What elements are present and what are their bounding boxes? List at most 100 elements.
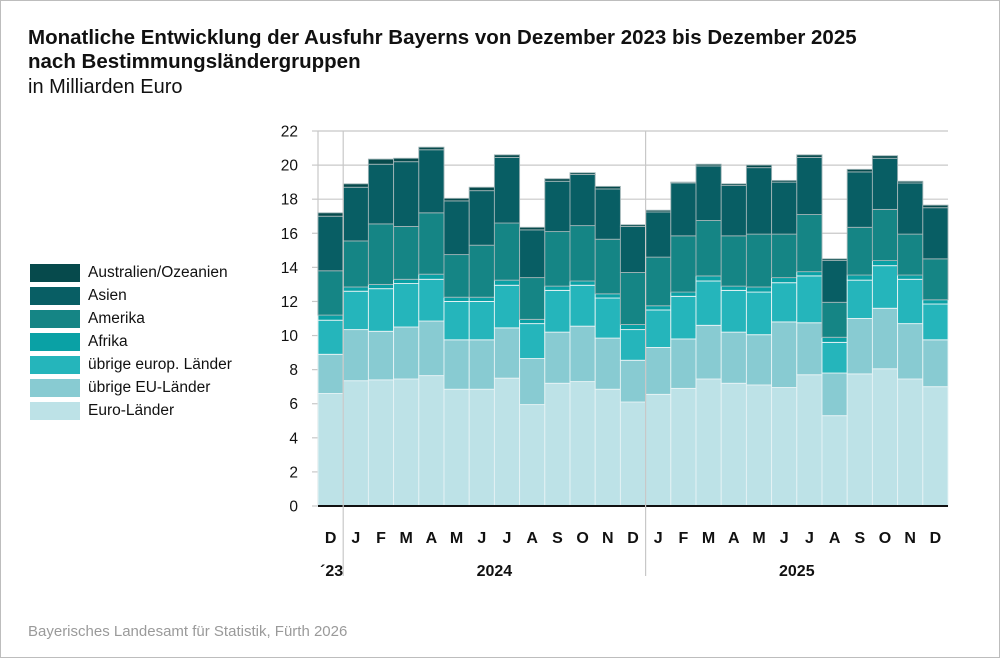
bar-segment-übrige-eu-länder	[594, 337, 621, 390]
legend-item: übrige europ. Länder	[30, 353, 232, 376]
y-tick-label: 14	[281, 260, 299, 277]
bar-segment-amerika	[720, 235, 747, 287]
bar-segment-asien	[922, 207, 949, 260]
bar-segment-übrige-europ-länder	[871, 265, 899, 309]
bar-segment-asien	[443, 200, 470, 256]
y-tick-label: 8	[289, 362, 298, 379]
bar-segment-übrige-eu-länder	[342, 329, 369, 382]
legend-item: Amerika	[30, 307, 232, 330]
bar-segment-übrige-eu-länder	[695, 324, 722, 380]
bar-segment-übrige-eu-länder	[493, 327, 521, 379]
bar-segment-australien-ozeanien	[771, 179, 798, 183]
bar-segment-afrika	[418, 273, 445, 280]
bar-segment-afrika	[821, 336, 848, 343]
bar-segment-übrige-eu-länder	[393, 326, 420, 380]
legend-item: Afrika	[30, 330, 232, 353]
x-tick-label: O	[576, 530, 588, 547]
bar-segment-euro-länder	[418, 375, 445, 507]
bar-segment-australien-ozeanien	[569, 172, 596, 175]
bar-segment-übrige-eu-länder	[443, 339, 470, 390]
bar-segment-amerika	[796, 214, 823, 273]
bar-segment-amerika	[645, 256, 672, 307]
bar-segment-australien-ozeanien	[493, 154, 521, 158]
bar-segment-asien	[821, 260, 848, 303]
bar-segment-euro-länder	[342, 380, 369, 507]
bar-segment-euro-länder	[645, 393, 672, 507]
bar-segment-amerika	[468, 244, 495, 298]
bar-segment-australien-ozeanien	[821, 258, 848, 261]
bar-segment-afrika	[871, 260, 899, 267]
y-tick-label: 0	[289, 499, 298, 516]
bar-segment-amerika	[519, 277, 546, 320]
bar-segment-euro-länder	[569, 381, 596, 507]
bar-segment-amerika	[393, 226, 420, 280]
bar-segment-übrige-eu-länder	[745, 334, 773, 386]
bar-segment-australien-ozeanien	[695, 163, 722, 167]
bar-segment-amerika	[897, 233, 924, 276]
y-tick-label: 4	[289, 430, 298, 447]
bar-segment-übrige-europ-länder	[493, 284, 521, 329]
bar-segment-asien	[871, 157, 899, 210]
legend-label: übrige EU-Länder	[88, 378, 211, 396]
bar-segment-euro-länder	[367, 379, 395, 507]
bar-segment-asien	[897, 182, 924, 235]
bar-segment-australien-ozeanien	[367, 158, 395, 165]
bar-segment-übrige-eu-länder	[544, 331, 571, 384]
bar-segment-australien-ozeanien	[871, 155, 899, 159]
bar-segment-übrige-eu-länder	[720, 331, 747, 384]
legend-item: übrige EU-Länder	[30, 376, 232, 399]
y-tick-label: 16	[281, 226, 298, 243]
x-tick-label: N	[904, 530, 916, 547]
bar-segment-übrige-europ-länder	[468, 301, 495, 341]
bar-segment-australien-ozeanien	[897, 180, 924, 184]
bar-segment-afrika	[645, 305, 672, 311]
bar-segment-übrige-europ-länder	[897, 278, 924, 325]
bar-segment-asien	[771, 181, 798, 235]
bar-segment-übrige-eu-länder	[821, 372, 848, 417]
bar-segment-afrika	[317, 314, 344, 321]
bar-segment-übrige-eu-länder	[317, 353, 344, 394]
x-tick-label: M	[400, 530, 413, 547]
bar-segment-übrige-europ-länder	[720, 289, 747, 333]
bar-segment-afrika	[695, 275, 722, 282]
title-line-1: Monatliche Entwicklung der Ausfuhr Bayer…	[28, 26, 857, 49]
legend-item: Asien	[30, 284, 232, 307]
bar-segment-übrige-eu-länder	[519, 358, 546, 406]
bar-segment-asien	[367, 163, 395, 225]
year-label: ´23	[320, 563, 343, 580]
bar-segment-australien-ozeanien	[645, 209, 672, 213]
bar-segment-übrige-eu-länder	[922, 339, 949, 388]
bar-segment-asien	[720, 185, 747, 237]
x-tick-label: D	[627, 530, 639, 547]
bar-segment-euro-länder	[443, 388, 470, 507]
bar-segment-übrige-europ-länder	[846, 279, 873, 319]
legend-swatch	[30, 332, 80, 351]
bar-segment-asien	[317, 215, 344, 272]
bar-segment-amerika	[619, 272, 647, 325]
bar-segment-afrika	[367, 283, 395, 290]
bar-segment-übrige-eu-länder	[670, 338, 697, 389]
x-tick-label: J	[503, 530, 512, 547]
x-tick-label: M	[752, 530, 765, 547]
bar-segment-afrika	[393, 278, 420, 285]
bar-segment-übrige-europ-länder	[670, 295, 697, 340]
bar-segment-asien	[846, 171, 873, 228]
bar-segment-übrige-europ-länder	[821, 341, 848, 374]
bar-segment-australien-ozeanien	[468, 186, 495, 192]
bar-segment-übrige-eu-länder	[367, 330, 395, 381]
x-tick-label: S	[854, 530, 865, 547]
bar-segment-amerika	[922, 258, 949, 301]
bar-segment-amerika	[695, 220, 722, 277]
bar-segment-übrige-europ-länder	[443, 301, 470, 341]
bar-segment-australien-ozeanien	[342, 183, 369, 188]
bar-segment-asien	[695, 165, 722, 221]
bar-segment-afrika	[670, 291, 697, 297]
bar-segment-afrika	[846, 274, 873, 281]
bar-segment-euro-länder	[670, 387, 697, 507]
bar-segment-afrika	[796, 271, 823, 277]
bar-segment-übrige-europ-länder	[544, 289, 571, 333]
x-tick-label: J	[477, 530, 486, 547]
x-tick-label: J	[780, 530, 789, 547]
bar-segment-euro-länder	[796, 374, 823, 507]
bar-segment-euro-länder	[493, 377, 521, 507]
